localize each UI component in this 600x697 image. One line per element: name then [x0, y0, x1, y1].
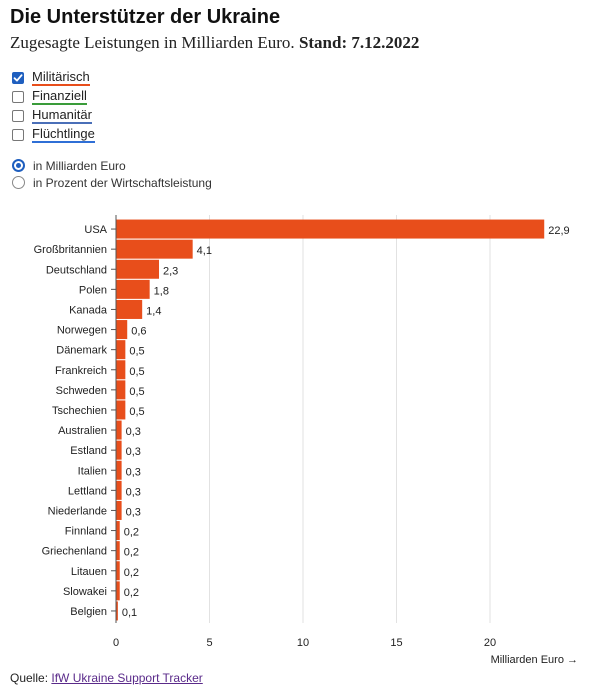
x-tick-label-20: 20: [484, 637, 496, 649]
value-label-14: 0,3: [126, 506, 141, 518]
category-label-5: Norwegen: [57, 325, 107, 337]
checkbox-finanziell[interactable]: [12, 90, 24, 103]
category-label-16: Griechenland: [42, 546, 107, 558]
value-label-13: 0,3: [126, 486, 141, 498]
subtitle-date: Stand: 7.12.2022: [298, 33, 420, 52]
category-label-8: Schweden: [56, 385, 107, 397]
category-filters: Militärisch Finanziell Humanitär Flüchtl…: [12, 68, 95, 144]
source-link[interactable]: IfW Ukraine Support Tracker: [51, 671, 203, 685]
checkbox-humanitaer[interactable]: [12, 109, 24, 122]
x-tick-label-10: 10: [297, 637, 309, 649]
category-label-14: Niederlande: [48, 505, 107, 517]
value-label-18: 0,2: [124, 587, 139, 599]
bar-1: [116, 239, 193, 259]
bar-5: [116, 320, 128, 340]
checkbox-fluechtlinge[interactable]: [12, 128, 24, 141]
value-label-2: 2,3: [163, 265, 178, 277]
bar-0: [116, 219, 545, 239]
unit-selector: in Milliarden Euro in Prozent der Wirtsc…: [12, 157, 212, 191]
bar-3: [116, 279, 150, 299]
category-label-6: Dänemark: [56, 345, 107, 357]
bar-17: [116, 561, 120, 581]
value-label-1: 4,1: [197, 245, 212, 257]
bar-4: [116, 299, 143, 319]
bar-13: [116, 480, 122, 500]
category-label-0: USA: [84, 224, 107, 236]
category-label-12: Italien: [78, 465, 107, 477]
value-label-11: 0,3: [126, 446, 141, 458]
bar-10: [116, 420, 122, 440]
category-label-10: Australien: [58, 425, 107, 437]
bar-12: [116, 460, 122, 480]
radio-label-percent: in Prozent der Wirtschaftsleistung: [33, 175, 212, 190]
value-label-8: 0,5: [129, 386, 144, 398]
value-label-19: 0,1: [122, 607, 137, 619]
bar-15: [116, 521, 120, 541]
source-note: Quelle: IfW Ukraine Support Tracker: [10, 671, 203, 685]
category-label-19: Belgien: [70, 606, 107, 618]
bar-8: [116, 380, 126, 400]
filter-label-finanziell: Finanziell: [32, 87, 87, 105]
value-label-0: 22,9: [548, 225, 569, 237]
value-label-10: 0,3: [126, 426, 141, 438]
category-label-9: Tschechien: [52, 405, 107, 417]
filter-militaerisch[interactable]: Militärisch: [12, 68, 95, 87]
category-label-7: Frankreich: [55, 365, 107, 377]
chart-subtitle: Zugesagte Leistungen in Milliarden Euro.…: [10, 33, 419, 53]
filter-humanitaer[interactable]: Humanitär: [12, 106, 95, 125]
category-label-18: Slowakei: [63, 586, 107, 598]
category-label-13: Lettland: [68, 485, 107, 497]
category-label-3: Polen: [79, 284, 107, 296]
category-label-17: Litauen: [71, 566, 107, 578]
category-label-11: Estland: [70, 445, 107, 457]
bar-2: [116, 259, 160, 279]
subtitle-text: Zugesagte Leistungen in Milliarden Euro.: [10, 33, 295, 52]
category-label-2: Deutschland: [46, 264, 107, 276]
bar-6: [116, 340, 126, 360]
category-label-4: Kanada: [69, 304, 108, 316]
bar-9: [116, 400, 126, 420]
category-label-1: Großbritannien: [34, 244, 107, 256]
filter-fluechtlinge[interactable]: Flüchtlinge: [12, 125, 95, 144]
bar-7: [116, 360, 126, 380]
source-label: Quelle:: [10, 671, 49, 685]
bar-11: [116, 440, 122, 460]
value-label-15: 0,2: [124, 527, 139, 539]
bar-14: [116, 500, 122, 520]
check-icon: [13, 73, 23, 81]
chart-title: Die Unterstützer der Ukraine: [10, 6, 281, 28]
bar-16: [116, 541, 120, 561]
bar-chart: USA 22,9 Großbritannien 4,1 Deutschland 2,3 Po…: [34, 215, 578, 666]
value-label-5: 0,6: [131, 326, 146, 338]
value-label-3: 1,8: [154, 285, 169, 297]
value-label-12: 0,3: [126, 466, 141, 478]
value-label-16: 0,2: [124, 547, 139, 559]
bar-18: [116, 581, 120, 601]
unit-option-percent[interactable]: in Prozent der Wirtschaftsleistung: [12, 174, 212, 191]
category-label-15: Finnland: [65, 526, 107, 538]
radio-percent[interactable]: [12, 176, 25, 189]
filter-label-humanitaer: Humanitär: [32, 106, 92, 124]
checkbox-militaerisch[interactable]: [12, 71, 24, 84]
x-tick-label-0: 0: [113, 637, 119, 649]
value-label-9: 0,5: [129, 406, 144, 418]
x-tick-label-15: 15: [390, 637, 402, 649]
filter-label-militaerisch: Militärisch: [32, 68, 90, 86]
bar-19: [116, 601, 118, 621]
value-label-6: 0,5: [129, 346, 144, 358]
value-label-17: 0,2: [124, 567, 139, 579]
filter-label-fluechtlinge: Flüchtlinge: [32, 125, 95, 143]
x-tick-label-5: 5: [206, 637, 212, 649]
radio-euro[interactable]: [12, 159, 25, 172]
radio-label-euro: in Milliarden Euro: [33, 158, 126, 173]
value-label-4: 1,4: [146, 305, 161, 317]
x-axis-label: Milliarden Euro →: [491, 654, 578, 666]
unit-option-euro[interactable]: in Milliarden Euro: [12, 157, 212, 174]
filter-finanziell[interactable]: Finanziell: [12, 87, 95, 106]
value-label-7: 0,5: [129, 366, 144, 378]
